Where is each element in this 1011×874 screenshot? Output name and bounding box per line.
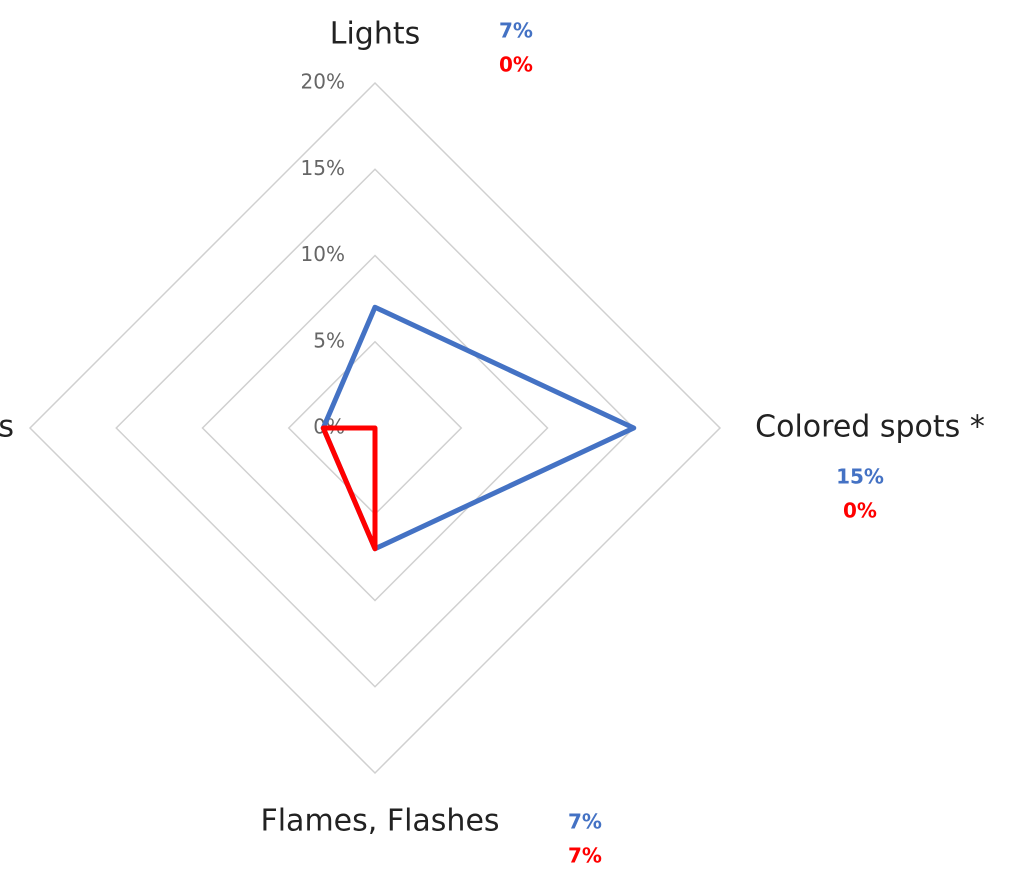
tick-label: 15% — [301, 156, 345, 180]
category-label: Lights — [330, 17, 421, 52]
grid-ring — [115, 168, 635, 688]
category-label: Flames, Flashes — [260, 804, 499, 839]
tick-label: 5% — [313, 328, 345, 352]
category-label: s — [0, 410, 14, 445]
grid-ring — [28, 81, 722, 775]
value-label: 0% — [843, 499, 877, 523]
value-label: 7% — [568, 810, 602, 834]
tick-label: 20% — [301, 70, 345, 94]
grid-ring — [201, 254, 549, 602]
value-label: 7% — [499, 19, 533, 43]
category-label: Colored spots * — [755, 410, 985, 445]
tick-label: 10% — [301, 242, 345, 266]
value-label: 7% — [568, 844, 602, 868]
value-label: 0% — [499, 53, 533, 77]
value-label: 15% — [836, 465, 884, 489]
series-line — [320, 425, 378, 552]
